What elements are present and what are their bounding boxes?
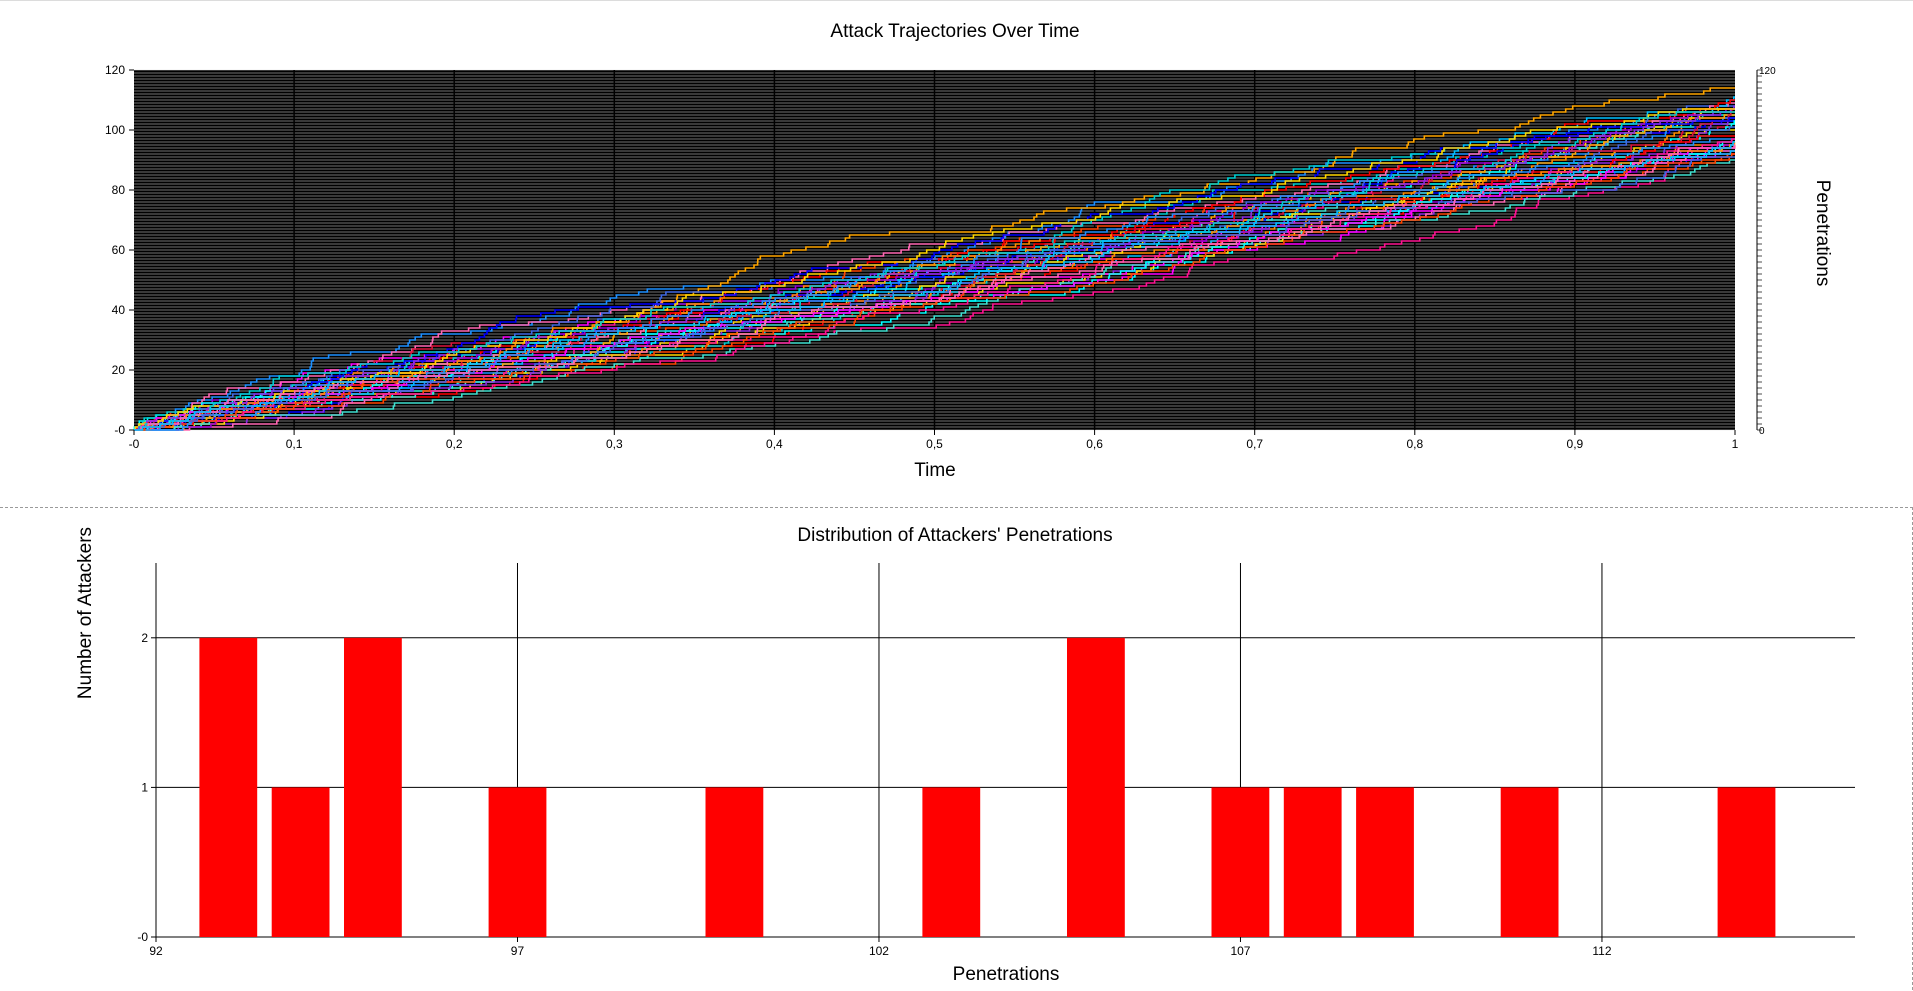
- x-tick-label: 0,6: [1086, 437, 1103, 451]
- trajectory-line: [134, 156, 1735, 431]
- y-tick-label: -0: [114, 423, 125, 437]
- distribution-gridlines: [155, 563, 1855, 938]
- x-tick-label: -0: [129, 437, 140, 451]
- trajectory-line: [134, 105, 1735, 431]
- distribution-x-axis-label: Penetrations: [953, 964, 1060, 985]
- x-tick-label: 0,4: [766, 437, 783, 451]
- x-tick-label: 0,7: [1246, 437, 1263, 451]
- trajectory-line: [134, 117, 1735, 431]
- distribution-bar: [271, 787, 330, 937]
- x-tick-label: 112: [1592, 944, 1611, 958]
- x-tick-label: 92: [149, 944, 163, 958]
- distribution-chart-panel: Distribution of Attackers' Penetrations …: [0, 507, 1913, 990]
- distribution-bar: [1211, 787, 1270, 937]
- x-tick-label: 1: [1732, 437, 1739, 451]
- distribution-bar: [1283, 787, 1342, 937]
- y-tick-label: 40: [112, 303, 126, 317]
- y-tick-label: -0: [137, 930, 148, 944]
- trajectory-y-axis-label: Penetrations: [1812, 180, 1833, 287]
- trajectory-line: [134, 108, 1735, 431]
- y-tick-label: 2: [141, 631, 148, 645]
- x-tick-label: 102: [869, 944, 889, 958]
- y-tick-label: 60: [112, 243, 126, 257]
- trajectory-line: [134, 111, 1735, 431]
- trajectory-line: [134, 141, 1735, 431]
- x-tick-label: 0,9: [1567, 437, 1584, 451]
- y-tick-label: 120: [105, 63, 125, 77]
- trajectory-x-tick-labels: -0 0,1 0,2 0,3 0,4 0,5 0,6 0,7 0,8 0,9 1: [129, 430, 1739, 451]
- distribution-chart-title: Distribution of Attackers' Penetrations: [797, 525, 1112, 546]
- distribution-chart: Distribution of Attackers' Penetrations …: [75, 525, 1855, 985]
- distribution-bars: [199, 637, 1776, 937]
- y-tick-label: 20: [112, 363, 126, 377]
- right-axis-max-label: 120: [1759, 66, 1776, 77]
- distribution-y-tick-labels: -0 1 2: [137, 631, 156, 944]
- x-tick-label: 0,8: [1406, 437, 1423, 451]
- x-tick-label: 0,1: [286, 437, 303, 451]
- distribution-x-tick-labels: 92 97 102 107 112: [149, 937, 1612, 958]
- distribution-bar: [1500, 787, 1559, 937]
- distribution-bar: [1067, 637, 1125, 937]
- trajectory-chart-panel: Attack Trajectories Over Time -0 0,1 0,2 0,…: [0, 0, 1913, 481]
- distribution-bar: [1717, 787, 1776, 937]
- distribution-bar: [199, 637, 258, 937]
- right-axis-min-label: 0: [1759, 426, 1765, 437]
- y-tick-label: 1: [141, 780, 148, 794]
- trajectory-line: [134, 147, 1735, 431]
- x-tick-label: 0,3: [606, 437, 623, 451]
- trajectory-chart: Attack Trajectories Over Time -0 0,1 0,2 0,…: [105, 21, 1833, 481]
- distribution-bar: [488, 787, 547, 937]
- y-tick-label: 80: [112, 183, 126, 197]
- trajectory-chart-title: Attack Trajectories Over Time: [830, 21, 1079, 42]
- x-tick-label: 97: [511, 944, 525, 958]
- trajectory-right-axis: 0 120: [1756, 66, 1776, 437]
- distribution-bar: [922, 787, 981, 937]
- x-tick-label: 0,5: [926, 437, 943, 451]
- distribution-bar: [705, 787, 764, 937]
- distribution-y-axis-label: Number of Attackers: [75, 527, 96, 699]
- y-tick-label: 100: [105, 123, 125, 137]
- trajectory-line: [134, 150, 1735, 431]
- trajectory-series-lines: [133, 87, 1736, 431]
- trajectory-y-tick-labels: -0 20 40 60 80 100 120: [105, 63, 134, 437]
- x-tick-label: 107: [1230, 944, 1250, 958]
- x-tick-label: 0,2: [446, 437, 463, 451]
- distribution-bar: [344, 637, 402, 937]
- trajectory-x-axis-label: Time: [914, 460, 956, 481]
- distribution-bar: [1356, 787, 1414, 937]
